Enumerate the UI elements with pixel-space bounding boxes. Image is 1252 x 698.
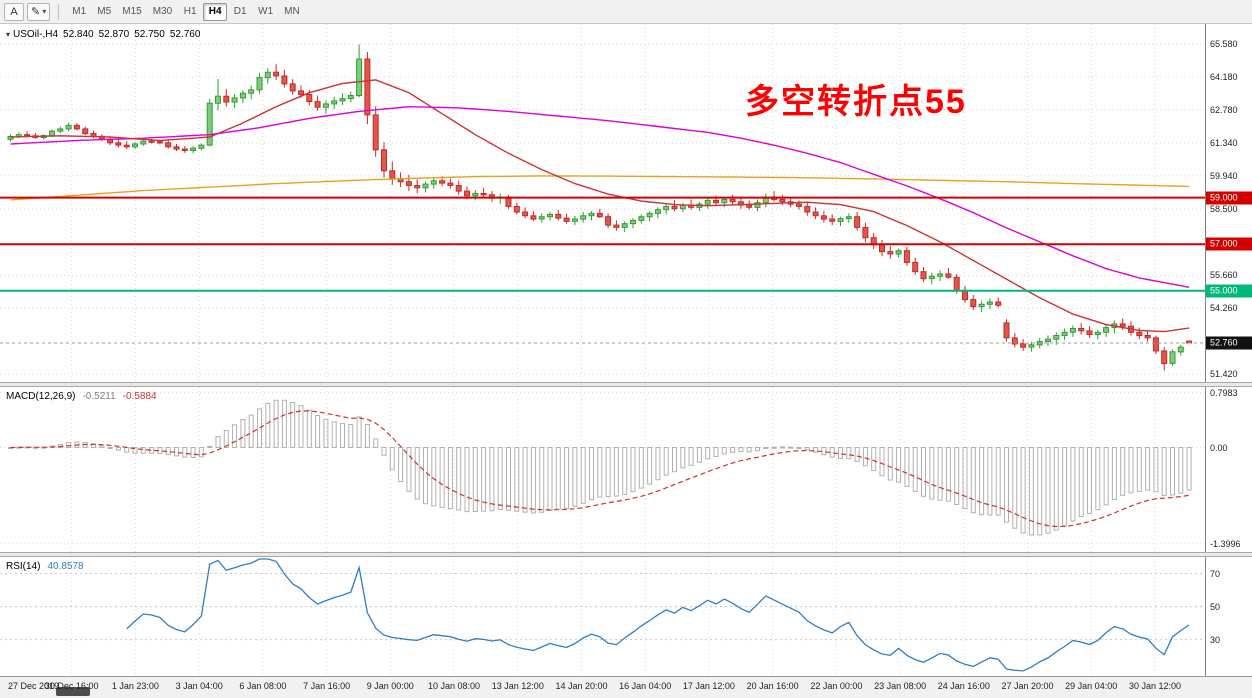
annotation-text: 多空转折点55	[745, 83, 967, 121]
axis-label: 70	[1210, 568, 1221, 579]
axis-label: 55.660	[1210, 270, 1238, 281]
timeframe-button-h1[interactable]: H1	[178, 3, 202, 21]
axis-label: 61.340	[1210, 138, 1238, 149]
rsi-label: RSI(14) 40.8578	[6, 561, 84, 572]
chevron-down-icon: ▾	[42, 7, 47, 16]
time-tick: 24 Jan 16:00	[937, 681, 990, 691]
rsi-name: RSI(14)	[6, 561, 41, 572]
time-tick: 17 Jan 12:00	[682, 681, 735, 691]
price-axis[interactable]: 65.580 64.180 62.780 61.340 59.940 58.500 55.6…	[1205, 24, 1252, 382]
macd-main-value: -0.5211	[82, 391, 116, 402]
macd-axis[interactable]: 0.7983 0.00 -1.3996	[1205, 387, 1252, 552]
toolbar-separator	[58, 3, 60, 20]
macd-signal-value: -0.5884	[122, 391, 157, 402]
panel-separator[interactable]	[0, 552, 1252, 557]
timeframe-button-m30[interactable]: M30	[148, 3, 177, 21]
timeframe-button-m15[interactable]: M15	[117, 3, 146, 21]
timeframe-button-w1[interactable]: W1	[253, 3, 278, 21]
axis-label: 58.500	[1210, 204, 1238, 215]
axis-label: -1.3996	[1210, 538, 1241, 549]
time-tick: 27 Jan 20:00	[1001, 681, 1054, 691]
macd-label: MACD(12,26,9) -0.5211 -0.5884	[6, 391, 157, 402]
axis-label: 64.180	[1210, 71, 1238, 82]
macd-panel[interactable]: 0.7983 0.00 -1.3996 MACD(12,26,9) -0.5211 -0…	[0, 387, 1252, 552]
time-tick: 14 Jan 20:00	[555, 681, 608, 691]
ohlc-open: 52.840	[63, 29, 94, 40]
rsi-canvas[interactable]	[0, 557, 1205, 676]
price-tag: 59.000	[1206, 191, 1252, 205]
axis-label: 62.780	[1210, 104, 1238, 115]
rsi-panel[interactable]: 70 50 30 RSI(14) 40.8578	[0, 557, 1252, 676]
time-tick: 22 Jan 00:00	[810, 681, 863, 691]
time-axis[interactable]: 27 Dec 2019 30 Dec 16:00 1 Jan 23:00 3 Jan …	[0, 676, 1252, 698]
panel-separator[interactable]	[0, 382, 1252, 387]
ohlc-close: 52.760	[169, 29, 201, 40]
axis-label: 59.940	[1210, 170, 1238, 181]
symbol-label: USOil-,H4	[13, 29, 59, 40]
time-tick: 3 Jan 04:00	[175, 681, 223, 691]
macd-canvas[interactable]	[0, 387, 1205, 552]
pencil-icon: ✎	[31, 6, 41, 18]
collapse-triangle-icon[interactable]: ▾	[6, 30, 11, 39]
timeframe-button-mn[interactable]: MN	[279, 3, 305, 21]
timeframe-button-h4[interactable]: H4	[203, 2, 228, 21]
time-tick: 1 Jan 23:00	[111, 681, 159, 691]
price-tag: 55.000	[1206, 284, 1252, 298]
axis-label: 65.580	[1210, 39, 1238, 50]
time-tick: 20 Jan 16:00	[746, 681, 799, 691]
time-tick: 9 Jan 00:00	[366, 681, 414, 691]
axis-label: 54.260	[1210, 303, 1238, 314]
axis-label: 0.00	[1210, 442, 1228, 453]
top-toolbar: A ✎ ▾ M1 M5 M15 M30 H1 H4 D1 W1 MN	[0, 0, 1252, 24]
time-tick: 6 Jan 08:00	[239, 681, 287, 691]
price-chart-canvas[interactable]	[0, 24, 1205, 382]
time-tick: 7 Jan 16:00	[303, 681, 351, 691]
ohlc-high: 52.870	[98, 29, 130, 40]
chart-title: ▾ USOil-,H4 52.840 52.870 52.750 52.760	[6, 29, 205, 40]
rsi-value: 40.8578	[47, 561, 84, 572]
macd-name: MACD(12,26,9)	[6, 391, 76, 402]
time-tick: 13 Jan 12:00	[491, 681, 544, 691]
time-tick: 16 Jan 04:00	[619, 681, 672, 691]
timeframe-button-group: M1 M5 M15 M30 H1 H4 D1 W1 MN	[67, 2, 305, 21]
draw-objects-button[interactable]: ✎ ▾	[27, 2, 51, 21]
text-label-tool-button[interactable]: A	[4, 2, 24, 21]
fast-navigation-box[interactable]	[56, 687, 90, 696]
rsi-axis[interactable]: 70 50 30	[1205, 557, 1252, 676]
time-tick: 10 Jan 08:00	[427, 681, 481, 691]
price-tag: 57.000	[1206, 237, 1252, 251]
axis-label: 50	[1210, 601, 1221, 612]
time-tick: 23 Jan 08:00	[874, 681, 927, 691]
time-tick: 30 Jan 12:00	[1128, 681, 1182, 691]
time-tick: 27 Dec 2019	[8, 681, 60, 691]
timeframe-button-m5[interactable]: M5	[92, 3, 116, 21]
axis-label: 30	[1210, 634, 1221, 645]
price-tag: 52.760	[1206, 336, 1252, 350]
timeframe-button-m1[interactable]: M1	[67, 3, 91, 21]
axis-label: 0.7983	[1210, 387, 1238, 398]
time-tick: 30 Dec 16:00	[44, 681, 99, 691]
price-chart-panel[interactable]: 65.580 64.180 62.780 61.340 59.940 58.500 55.6…	[0, 24, 1252, 382]
ohlc-low: 52.750	[134, 29, 165, 40]
time-tick: 29 Jan 04:00	[1065, 681, 1118, 691]
axis-label: 51.420	[1210, 369, 1238, 380]
timeframe-button-d1[interactable]: D1	[228, 3, 252, 21]
